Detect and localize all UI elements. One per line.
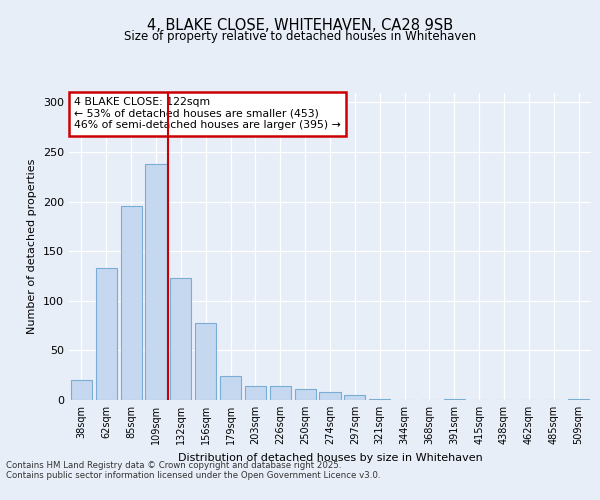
Bar (319, 392, 341, 400)
Bar (369, 399, 390, 400)
Bar (145, 164, 167, 400)
Text: 4, BLAKE CLOSE, WHITEHAVEN, CA28 9SB: 4, BLAKE CLOSE, WHITEHAVEN, CA28 9SB (147, 18, 453, 32)
X-axis label: Distribution of detached houses by size in Whitehaven: Distribution of detached houses by size … (178, 452, 482, 462)
Text: Contains public sector information licensed under the Open Government Licence v3: Contains public sector information licen… (6, 471, 380, 480)
Bar (270, 386, 291, 400)
Bar (245, 386, 266, 400)
Bar (121, 206, 142, 400)
Bar (444, 399, 465, 400)
Bar (344, 395, 365, 400)
Y-axis label: Number of detached properties: Number of detached properties (28, 158, 37, 334)
Bar (568, 399, 589, 400)
Text: Size of property relative to detached houses in Whitehaven: Size of property relative to detached ho… (124, 30, 476, 43)
Bar (220, 376, 241, 400)
Bar (71, 380, 92, 400)
Text: Contains HM Land Registry data © Crown copyright and database right 2025.: Contains HM Land Registry data © Crown c… (6, 461, 341, 470)
Bar (96, 268, 117, 400)
Bar (170, 278, 191, 400)
Bar (195, 322, 216, 400)
Text: 4 BLAKE CLOSE: 122sqm
← 53% of detached houses are smaller (453)
46% of semi-det: 4 BLAKE CLOSE: 122sqm ← 53% of detached … (74, 97, 341, 130)
Bar (295, 389, 316, 400)
